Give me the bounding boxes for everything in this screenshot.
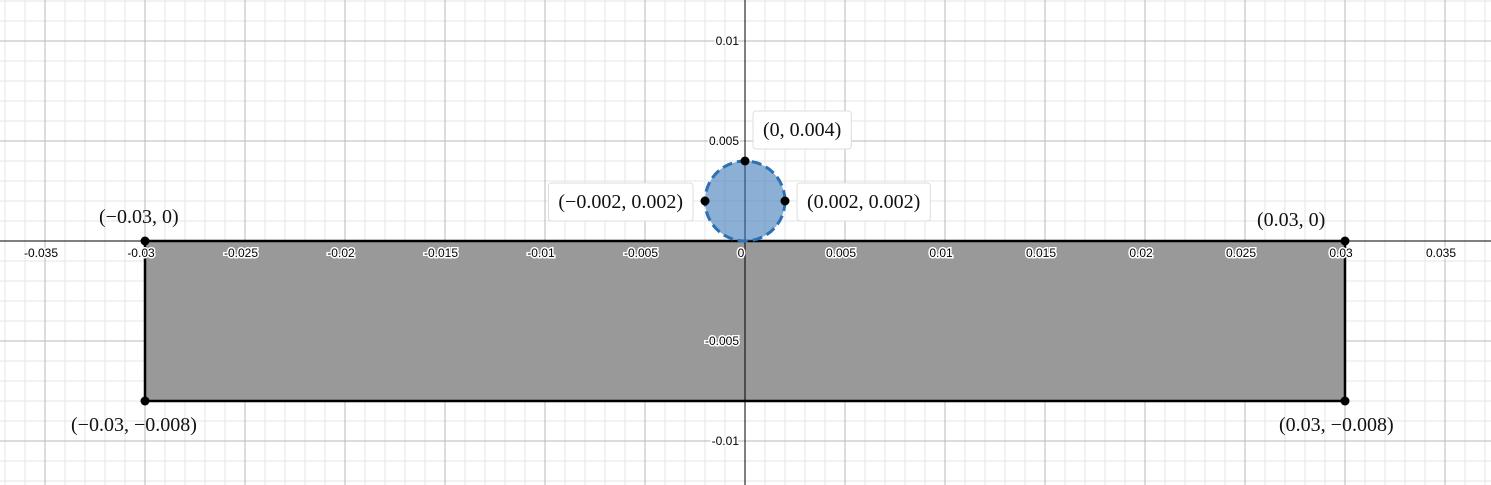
point [780,196,790,206]
y-tick-label: -0.01 [712,434,740,448]
x-tick-label: -0.01 [527,246,555,260]
x-tick-label: 0.025 [1226,246,1256,260]
x-tick-label: -0.02 [327,246,355,260]
point-label: (0.03, 0) [1257,209,1325,231]
x-tick-label: 0.03 [1329,246,1353,260]
label-box [547,182,694,222]
x-tick-label: 0.005 [826,246,856,260]
point [1340,236,1350,246]
x-tick-label: 0.015 [1026,246,1056,260]
circle [703,159,787,243]
point [1340,396,1350,406]
point-label: (−0.03, 0) [99,206,179,228]
x-tick-label: -0.03 [127,246,155,260]
y-tick-label: 0.005 [709,134,739,148]
point-label: (0.002, 0.002) [807,191,920,213]
point [140,396,150,406]
point-label-group: (0.03, −0.008) [1279,414,1394,436]
x-tick-label: -0.035 [24,246,58,260]
point [700,196,710,206]
x-tick-label: 0.02 [1129,246,1153,260]
point-label-group: (−0.03, −0.008) [71,414,197,436]
point-label-group: (−0.03, 0) [99,206,179,228]
point-label: (0.03, −0.008) [1279,414,1394,436]
x-tick-label: -0.025 [224,246,258,260]
point [740,156,750,166]
x-tick-label: 0 [738,246,745,260]
point-label: (0, 0.004) [763,119,841,141]
point [140,236,150,246]
point-label-group: (−0.002, 0.002) [547,182,694,222]
point-label: (−0.002, 0.002) [558,191,683,213]
label-box [752,110,852,150]
x-tick-label: -0.015 [424,246,458,260]
point-label: (−0.03, −0.008) [71,414,197,436]
point-label-group: (0, 0.004) [752,110,852,150]
y-tick-label: -0.005 [705,334,739,348]
x-tick-label: 0.01 [929,246,953,260]
x-tick-label: 0.035 [1426,246,1456,260]
y-tick-label: 0.01 [716,34,740,48]
x-tick-label: -0.005 [624,246,658,260]
point-label-group: (0.03, 0) [1257,209,1325,231]
point-label-group: (0.002, 0.002) [796,182,931,222]
label-box [796,182,931,222]
